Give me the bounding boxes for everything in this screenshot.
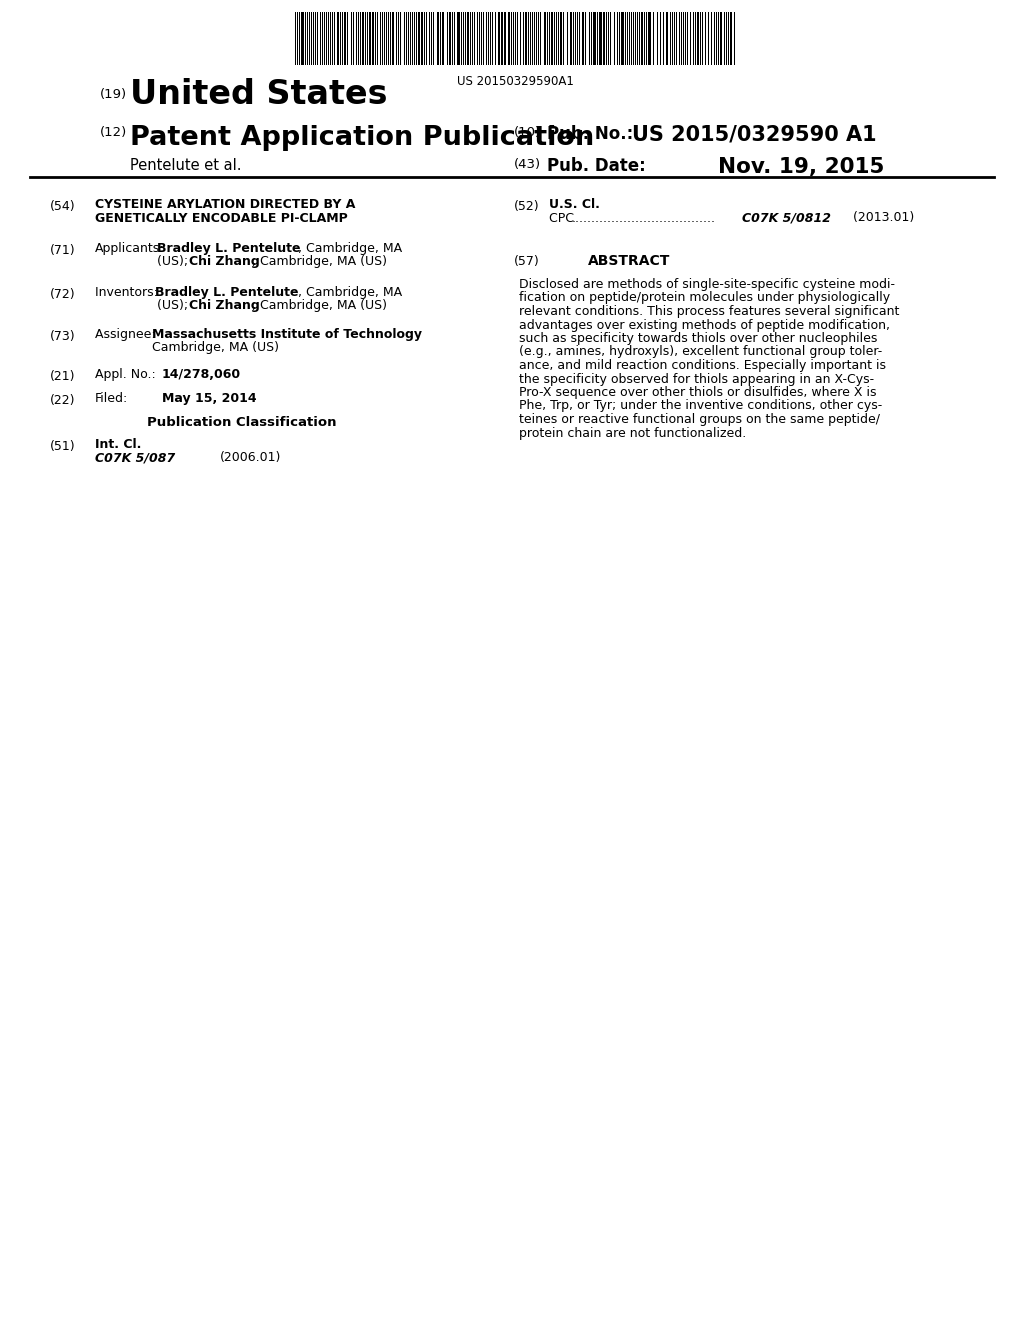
Bar	[421, 12, 423, 65]
Bar	[337, 12, 339, 65]
Bar	[582, 12, 584, 65]
Bar	[666, 12, 668, 65]
Text: Assignee:: Assignee:	[95, 327, 160, 341]
Text: C07K 5/087: C07K 5/087	[95, 451, 175, 465]
Text: ABSTRACT: ABSTRACT	[588, 253, 670, 268]
Text: (2013.01): (2013.01)	[849, 211, 914, 224]
Text: (12): (12)	[100, 125, 127, 139]
Text: the specificity observed for thiols appearing in an X-Cys-: the specificity observed for thiols appe…	[519, 372, 874, 385]
Text: (22): (22)	[50, 393, 76, 407]
Text: ance, and mild reaction conditions. Especially important is: ance, and mild reaction conditions. Espe…	[519, 359, 886, 372]
Text: such as specificity towards thiols over other nucleophiles: such as specificity towards thiols over …	[519, 333, 878, 345]
Text: (51): (51)	[50, 440, 76, 453]
Text: (71): (71)	[50, 244, 76, 257]
Text: , Cambridge, MA (US): , Cambridge, MA (US)	[252, 256, 387, 268]
Bar	[544, 12, 546, 65]
Text: (73): (73)	[50, 330, 76, 343]
Bar	[593, 12, 596, 65]
Text: (US);: (US);	[157, 256, 193, 268]
Bar	[570, 12, 572, 65]
Text: United States: United States	[130, 78, 387, 111]
Text: CPC: CPC	[549, 211, 578, 224]
Text: (54): (54)	[50, 201, 76, 213]
Bar	[697, 12, 699, 65]
Bar	[372, 12, 374, 65]
Text: Bradley L. Pentelute: Bradley L. Pentelute	[157, 242, 300, 255]
Bar	[603, 12, 605, 65]
Text: , Cambridge, MA (US): , Cambridge, MA (US)	[252, 300, 387, 313]
Text: May 15, 2014: May 15, 2014	[162, 392, 257, 405]
Bar	[418, 12, 420, 65]
Text: (52): (52)	[514, 201, 540, 213]
Text: Disclosed are methods of single-site-specific cysteine modi-: Disclosed are methods of single-site-spe…	[519, 279, 895, 290]
Bar	[437, 12, 439, 65]
Text: Phe, Trp, or Tyr; under the inventive conditions, other cys-: Phe, Trp, or Tyr; under the inventive co…	[519, 400, 883, 412]
Bar	[599, 12, 602, 65]
Bar	[551, 12, 553, 65]
Text: Cambridge, MA (US): Cambridge, MA (US)	[152, 342, 279, 355]
Bar	[344, 12, 346, 65]
Bar	[560, 12, 562, 65]
Text: Pro-X sequence over other thiols or disulfides, where X is: Pro-X sequence over other thiols or disu…	[519, 385, 877, 399]
Bar	[504, 12, 506, 65]
Text: , Cambridge, MA: , Cambridge, MA	[298, 242, 402, 255]
Bar	[467, 12, 469, 65]
Bar	[369, 12, 371, 65]
Text: (10): (10)	[514, 125, 541, 139]
Text: GENETICALLY ENCODABLE PI-CLAMP: GENETICALLY ENCODABLE PI-CLAMP	[95, 211, 348, 224]
Text: (43): (43)	[514, 158, 541, 172]
Text: Pentelute et al.: Pentelute et al.	[130, 158, 242, 173]
Bar	[648, 12, 651, 65]
Text: teines or reactive functional groups on the same peptide/: teines or reactive functional groups on …	[519, 413, 880, 426]
Bar	[501, 12, 503, 65]
Text: Filed:: Filed:	[95, 392, 128, 405]
Text: , Cambridge, MA: , Cambridge, MA	[298, 286, 402, 300]
Text: 14/278,060: 14/278,060	[162, 368, 241, 381]
Text: (57): (57)	[514, 255, 540, 268]
Text: protein chain are not functionalized.: protein chain are not functionalized.	[519, 426, 746, 440]
Text: Bradley L. Pentelute: Bradley L. Pentelute	[155, 286, 299, 300]
Bar	[392, 12, 394, 65]
Text: (21): (21)	[50, 370, 76, 383]
Bar	[449, 12, 451, 65]
Text: Massachusetts Institute of Technology: Massachusetts Institute of Technology	[152, 327, 422, 341]
Bar	[730, 12, 732, 65]
Text: US 20150329590A1: US 20150329590A1	[457, 75, 573, 88]
Text: Int. Cl.: Int. Cl.	[95, 438, 141, 451]
Text: Nov. 19, 2015: Nov. 19, 2015	[718, 157, 885, 177]
Bar	[362, 12, 364, 65]
Text: U.S. Cl.: U.S. Cl.	[549, 198, 600, 211]
Text: (72): (72)	[50, 288, 76, 301]
Text: advantages over existing methods of peptide modification,: advantages over existing methods of pept…	[519, 318, 890, 331]
Bar	[498, 12, 500, 65]
Text: relevant conditions. This process features several significant: relevant conditions. This process featur…	[519, 305, 899, 318]
Text: Patent Application Publication: Patent Application Publication	[130, 125, 594, 150]
Bar	[641, 12, 643, 65]
Text: fication on peptide/protein molecules under physiologically: fication on peptide/protein molecules un…	[519, 292, 890, 305]
Text: Appl. No.:: Appl. No.:	[95, 368, 160, 381]
Bar	[508, 12, 510, 65]
Bar	[442, 12, 444, 65]
Text: US 2015/0329590 A1: US 2015/0329590 A1	[632, 125, 877, 145]
Text: Inventors:: Inventors:	[95, 286, 162, 300]
Text: CYSTEINE ARYLATION DIRECTED BY A: CYSTEINE ARYLATION DIRECTED BY A	[95, 198, 355, 211]
Bar	[457, 12, 460, 65]
Bar	[525, 12, 527, 65]
Text: Applicants:: Applicants:	[95, 242, 165, 255]
Bar	[720, 12, 722, 65]
Text: Chi Zhang: Chi Zhang	[189, 300, 260, 313]
Text: Pub. Date:: Pub. Date:	[547, 157, 646, 176]
Text: (2006.01): (2006.01)	[220, 451, 282, 465]
Text: (19): (19)	[100, 88, 127, 102]
Text: Publication Classification: Publication Classification	[147, 416, 337, 429]
Text: (e.g., amines, hydroxyls), excellent functional group toler-: (e.g., amines, hydroxyls), excellent fun…	[519, 346, 883, 359]
Bar	[621, 12, 624, 65]
Text: (US);: (US);	[157, 300, 193, 313]
Bar	[301, 12, 304, 65]
Text: Pub. No.:: Pub. No.:	[547, 125, 633, 143]
Text: C07K 5/0812: C07K 5/0812	[742, 211, 831, 224]
Text: Chi Zhang: Chi Zhang	[189, 256, 260, 268]
Text: ....................................: ....................................	[572, 211, 716, 224]
